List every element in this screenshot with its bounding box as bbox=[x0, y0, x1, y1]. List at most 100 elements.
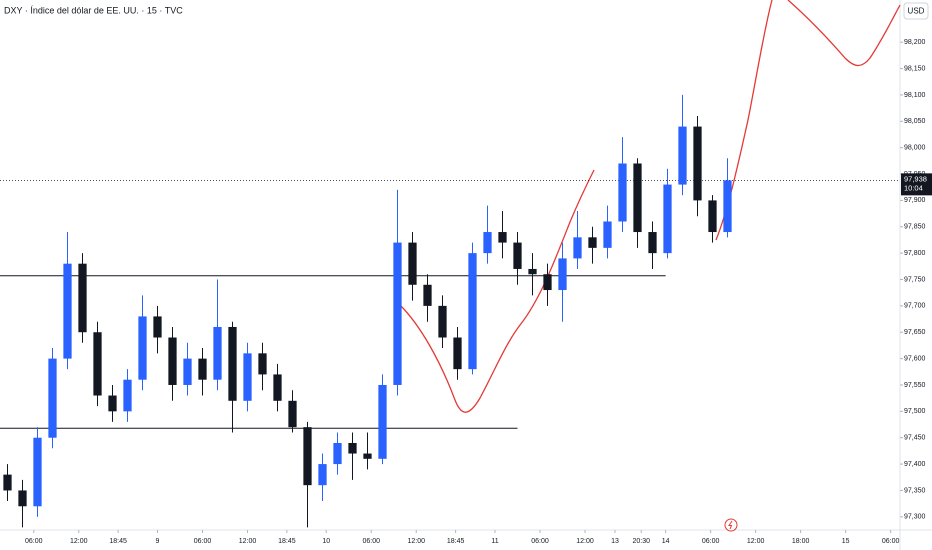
candle-body bbox=[708, 200, 717, 233]
x-tick-label: 12:00 bbox=[407, 538, 425, 545]
y-tick-label: 98,000 bbox=[904, 145, 926, 152]
x-tick-label: 06:00 bbox=[531, 538, 549, 545]
candle-body bbox=[48, 358, 57, 438]
x-tick-label: 06:00 bbox=[194, 538, 212, 545]
x-tick-label: 06:00 bbox=[882, 538, 900, 545]
y-tick-label: 97,500 bbox=[904, 408, 926, 415]
candle-body bbox=[213, 326, 222, 380]
candle-body bbox=[633, 163, 642, 233]
candle-body bbox=[243, 353, 252, 401]
x-tick-label: 18:45 bbox=[447, 538, 465, 545]
x-tick-label: 9 bbox=[156, 538, 160, 545]
candle-body bbox=[123, 379, 132, 412]
x-tick-label: 06:00 bbox=[702, 538, 720, 545]
candle-body bbox=[498, 232, 507, 243]
candle-body bbox=[528, 268, 537, 275]
candle-body bbox=[333, 442, 342, 465]
forecast-drawing bbox=[399, 169, 595, 413]
y-tick-label: 97,400 bbox=[904, 461, 926, 468]
candle-body bbox=[468, 253, 477, 370]
x-tick-label: 13 bbox=[611, 538, 619, 545]
candle-body bbox=[513, 242, 522, 269]
y-tick-label: 97,800 bbox=[904, 250, 926, 257]
candle-body bbox=[3, 474, 12, 491]
last-price-label: 97,938 bbox=[904, 174, 927, 183]
candle-body bbox=[363, 453, 372, 459]
candle-body bbox=[273, 374, 282, 401]
countdown-label: 10:04 bbox=[904, 183, 923, 192]
x-tick-label: 12:00 bbox=[239, 538, 257, 545]
candle-body bbox=[678, 126, 687, 185]
candle-body bbox=[648, 232, 657, 254]
candle-body bbox=[423, 284, 432, 306]
x-tick-label: 18:45 bbox=[109, 538, 127, 545]
candle-body bbox=[168, 337, 177, 385]
candle-body bbox=[393, 242, 402, 385]
x-tick-label: 11 bbox=[491, 538, 498, 545]
candle-body bbox=[723, 180, 732, 233]
candle-body bbox=[153, 316, 162, 338]
candle-body bbox=[198, 358, 207, 380]
last-price-box bbox=[901, 173, 932, 196]
y-tick-label: 97,450 bbox=[904, 435, 926, 442]
y-tick-label: 97,600 bbox=[904, 355, 926, 362]
x-tick-label: 12:00 bbox=[576, 538, 594, 545]
y-tick-label: 97,700 bbox=[904, 303, 926, 310]
candle-body bbox=[693, 126, 702, 201]
candle-body bbox=[258, 353, 267, 375]
currency-label[interactable]: USD bbox=[908, 7, 925, 16]
currency-box[interactable] bbox=[903, 2, 929, 20]
candle-body bbox=[453, 337, 462, 370]
y-tick-label: 97,300 bbox=[904, 514, 926, 521]
candle-body bbox=[378, 384, 387, 459]
y-tick-label: 97,350 bbox=[904, 487, 926, 494]
candle-body bbox=[663, 184, 672, 254]
candle-body bbox=[228, 326, 237, 401]
candle-body bbox=[288, 400, 297, 428]
x-tick-label: 06:00 bbox=[25, 538, 43, 545]
candle-body bbox=[438, 305, 447, 338]
y-tick-label: 97,750 bbox=[904, 276, 926, 283]
candle-body bbox=[603, 221, 612, 248]
candle-body bbox=[588, 237, 597, 248]
candle-body bbox=[138, 316, 147, 380]
event-icon-bolt bbox=[728, 520, 733, 530]
candle-body bbox=[573, 237, 582, 259]
candle-body bbox=[408, 242, 417, 285]
candle-body bbox=[183, 358, 192, 385]
y-tick-label: 97,550 bbox=[904, 382, 926, 389]
x-tick-label: 10 bbox=[322, 538, 330, 545]
y-tick-label: 98,150 bbox=[904, 65, 926, 72]
x-tick-label: 06:00 bbox=[362, 538, 380, 545]
candle-body bbox=[18, 490, 27, 507]
x-tick-label: 15 bbox=[842, 538, 850, 545]
y-tick-label: 98,050 bbox=[904, 118, 926, 125]
candle-body bbox=[108, 395, 117, 412]
candle-body bbox=[558, 258, 567, 291]
x-tick-label: 14 bbox=[662, 538, 670, 545]
candle-body bbox=[78, 263, 87, 333]
y-tick-label: 97,900 bbox=[904, 197, 926, 204]
x-tick-label: 12:00 bbox=[747, 538, 765, 545]
x-tick-label: 12:00 bbox=[70, 538, 88, 545]
x-tick-label: 18:45 bbox=[278, 538, 296, 545]
y-tick-label: 97,650 bbox=[904, 329, 926, 336]
y-tick-label: 97,850 bbox=[904, 224, 926, 231]
y-tick-label: 98,100 bbox=[904, 92, 926, 99]
candle-body bbox=[33, 437, 42, 507]
candle-body bbox=[303, 427, 312, 486]
y-tick-label: 98,200 bbox=[904, 39, 926, 46]
candle-body bbox=[63, 263, 72, 359]
x-tick-label: 18:00 bbox=[792, 538, 810, 545]
x-tick-label: 20:30 bbox=[632, 538, 650, 545]
chart-title: DXY · Índice del dólar de EE. UU. · 15 ·… bbox=[4, 5, 183, 15]
candle-body bbox=[483, 232, 492, 254]
candle-body bbox=[348, 442, 357, 454]
candle-body bbox=[618, 163, 627, 222]
candle-body bbox=[543, 274, 552, 291]
candle-body bbox=[318, 464, 327, 486]
candle-body bbox=[93, 332, 102, 396]
